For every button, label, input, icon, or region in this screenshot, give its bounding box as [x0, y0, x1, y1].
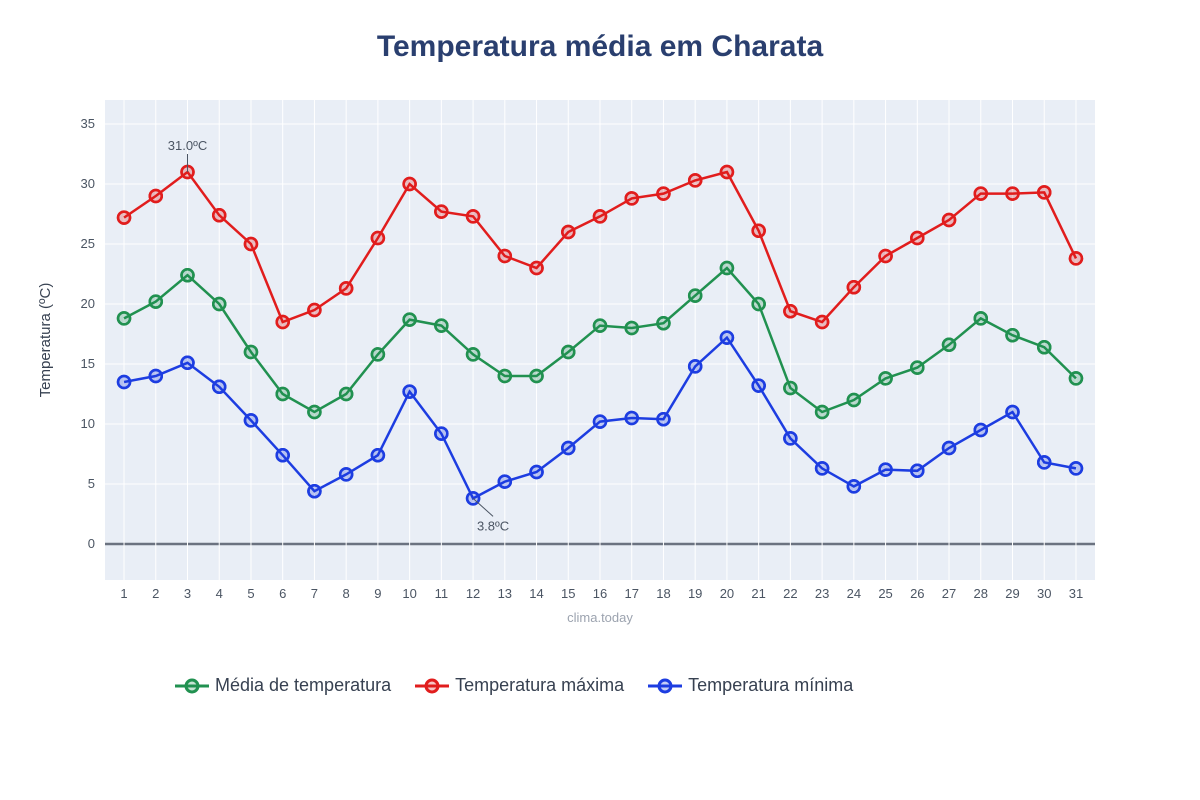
x-tick-label: 16	[593, 586, 607, 601]
x-tick-label: 4	[216, 586, 223, 601]
x-tick-label: 17	[624, 586, 638, 601]
x-tick-label: 8	[343, 586, 350, 601]
legend-label: Temperatura mínima	[688, 675, 853, 696]
legend-swatch	[415, 678, 449, 694]
x-tick-label: 23	[815, 586, 829, 601]
x-tick-label: 24	[847, 586, 861, 601]
y-tick-label: 5	[88, 476, 95, 491]
x-tick-label: 5	[247, 586, 254, 601]
watermark: clima.today	[567, 610, 633, 625]
legend-item[interactable]: Temperatura mínima	[648, 675, 853, 696]
legend-label: Média de temperatura	[215, 675, 391, 696]
x-tick-label: 18	[656, 586, 670, 601]
y-axis-label: Temperatura (ºC)	[37, 283, 54, 398]
x-tick-label: 11	[435, 586, 449, 601]
y-tick-label: 10	[81, 416, 95, 431]
x-tick-label: 3	[184, 586, 191, 601]
legend-item[interactable]: Média de temperatura	[175, 675, 391, 696]
legend-swatch	[648, 678, 682, 694]
y-tick-label: 15	[81, 356, 95, 371]
x-tick-label: 28	[974, 586, 988, 601]
x-tick-label: 15	[561, 586, 575, 601]
x-tick-label: 2	[152, 586, 159, 601]
x-tick-label: 29	[1005, 586, 1019, 601]
x-tick-label: 6	[279, 586, 286, 601]
x-tick-label: 7	[311, 586, 318, 601]
x-tick-label: 21	[751, 586, 765, 601]
x-tick-label: 10	[402, 586, 416, 601]
x-tick-label: 9	[374, 586, 381, 601]
y-tick-label: 0	[88, 536, 95, 551]
x-tick-label: 26	[910, 586, 924, 601]
x-tick-label: 13	[498, 586, 512, 601]
x-tick-label: 30	[1037, 586, 1051, 601]
annotation-text: 31.0ºC	[168, 138, 207, 153]
y-tick-label: 25	[81, 236, 95, 251]
annotation-text: 3.8ºC	[477, 518, 509, 533]
x-tick-label: 20	[720, 586, 734, 601]
legend: Média de temperatura Temperatura máxima Te…	[175, 675, 853, 696]
y-tick-label: 35	[81, 116, 95, 131]
x-tick-label: 31	[1069, 586, 1083, 601]
legend-label: Temperatura máxima	[455, 675, 624, 696]
legend-swatch	[175, 678, 209, 694]
x-tick-label: 1	[120, 586, 127, 601]
chart-container: Temperatura média em Charata 05101520253…	[0, 0, 1200, 800]
x-tick-label: 22	[783, 586, 797, 601]
x-tick-label: 27	[942, 586, 956, 601]
y-tick-label: 20	[81, 296, 95, 311]
x-tick-label: 14	[529, 586, 543, 601]
y-tick-label: 30	[81, 176, 95, 191]
x-tick-label: 25	[878, 586, 892, 601]
x-tick-label: 19	[688, 586, 702, 601]
legend-item[interactable]: Temperatura máxima	[415, 675, 624, 696]
x-tick-label: 12	[466, 586, 480, 601]
